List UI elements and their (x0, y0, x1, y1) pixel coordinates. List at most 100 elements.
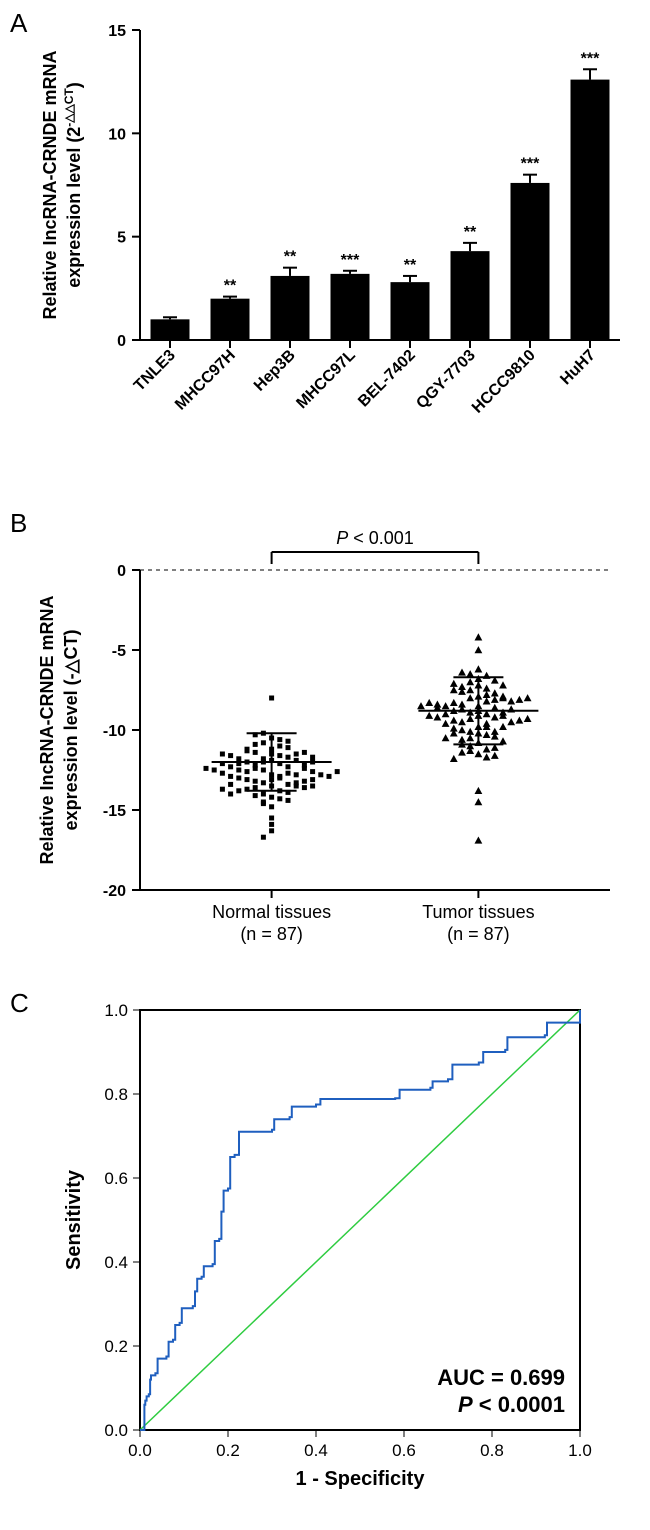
x-tick-label: 0.0 (128, 1441, 152, 1460)
tumor-point (507, 718, 515, 725)
normal-point (236, 788, 241, 793)
tumor-point (458, 718, 466, 725)
significance-label: ** (404, 257, 417, 274)
normal-point (228, 782, 233, 787)
normal-point (286, 798, 291, 803)
normal-point (236, 768, 241, 773)
bar (391, 282, 430, 340)
normal-point (286, 771, 291, 776)
normal-point (245, 747, 250, 752)
significance-label: *** (341, 252, 360, 269)
tumor-point (491, 752, 499, 759)
x-category-label: HCCC9810 (469, 347, 539, 417)
tumor-point (475, 665, 483, 672)
normal-point (261, 740, 266, 745)
normal-point (294, 752, 299, 757)
normal-point (253, 763, 258, 768)
x-category-label: BEL-7402 (355, 347, 419, 411)
normal-point (277, 796, 282, 801)
normal-point (245, 777, 250, 782)
tumor-point (507, 697, 515, 704)
y-tick-label: 0.4 (104, 1253, 128, 1272)
normal-point (269, 804, 274, 809)
normal-point (277, 776, 282, 781)
tumor-point (450, 699, 458, 706)
svg-text:10: 10 (108, 126, 126, 143)
tumor-point (475, 633, 483, 640)
x-category-label: TNLE3 (131, 347, 179, 395)
tumor-point (466, 728, 474, 735)
normal-point (302, 785, 307, 790)
normal-point (286, 745, 291, 750)
x-category-label: Hep3B (251, 347, 299, 395)
tumor-point (516, 717, 524, 724)
y-tick-label: 0.6 (104, 1169, 128, 1188)
tumor-point (516, 696, 524, 703)
normal-point (261, 756, 266, 761)
tumor-point (458, 683, 466, 690)
normal-point (245, 769, 250, 774)
y-axis-title: Sensitivity (63, 1169, 85, 1270)
normal-point (261, 801, 266, 806)
bar-chart-a: 051015Relative IncRNA-CRNDE mRNAexpressi… (10, 10, 640, 490)
tumor-point (475, 750, 483, 757)
tumor-point (450, 717, 458, 724)
tumor-point (425, 712, 433, 719)
significance-label: ** (224, 278, 237, 295)
panel-c-label: C (10, 988, 29, 1019)
tumor-point (491, 704, 499, 711)
normal-point (269, 828, 274, 833)
tumor-point (450, 725, 458, 732)
tumor-point (458, 669, 466, 676)
tumor-point (450, 686, 458, 693)
figure: A 051015Relative IncRNA-CRNDE mRNAexpres… (0, 0, 650, 1530)
bar (211, 299, 250, 340)
normal-point (220, 752, 225, 757)
normal-point (302, 750, 307, 755)
tumor-point (499, 709, 507, 716)
tumor-point (483, 697, 491, 704)
bar (571, 80, 610, 340)
tumor-point (491, 689, 499, 696)
y-tick-label: 0.8 (104, 1085, 128, 1104)
tumor-point (458, 749, 466, 756)
normal-point (261, 835, 266, 840)
svg-text:0: 0 (117, 563, 126, 580)
x-category-label: MHCC97L (293, 347, 359, 413)
tumor-point (466, 670, 474, 677)
normal-point (286, 755, 291, 760)
x-axis-title: 1 - Specificity (296, 1468, 426, 1490)
bar (151, 319, 190, 340)
svg-text:Relative IncRNA-CRNDE mRNAexpr: Relative IncRNA-CRNDE mRNAexpression lev… (37, 595, 81, 864)
tumor-point (434, 713, 442, 720)
bar (271, 276, 310, 340)
scatter-chart-b: -20-15-10-50Relative IncRNA-CRNDE mRNAex… (10, 510, 640, 970)
tumor-point (466, 734, 474, 741)
normal-point (253, 793, 258, 798)
normal-point (253, 785, 258, 790)
group-label: Normal tissues(n = 87) (212, 902, 331, 944)
normal-point (228, 792, 233, 797)
normal-point (236, 776, 241, 781)
tumor-point (483, 731, 491, 738)
tumor-point (483, 745, 491, 752)
tumor-point (491, 713, 499, 720)
tumor-point (425, 699, 433, 706)
normal-point (261, 792, 266, 797)
normal-point (228, 753, 233, 758)
x-tick-label: 0.6 (392, 1441, 416, 1460)
p-label: P < 0.0001 (458, 1392, 565, 1417)
tumor-point (475, 837, 483, 844)
tumor-point (466, 686, 474, 693)
tumor-point (450, 755, 458, 762)
svg-text:5: 5 (117, 230, 126, 247)
normal-point (253, 779, 258, 784)
normal-point (277, 744, 282, 749)
tumor-point (524, 694, 532, 701)
tumor-point (499, 723, 507, 730)
normal-point (302, 779, 307, 784)
normal-point (204, 766, 209, 771)
normal-point (236, 756, 241, 761)
tumor-point (491, 728, 499, 735)
normal-point (294, 780, 299, 785)
